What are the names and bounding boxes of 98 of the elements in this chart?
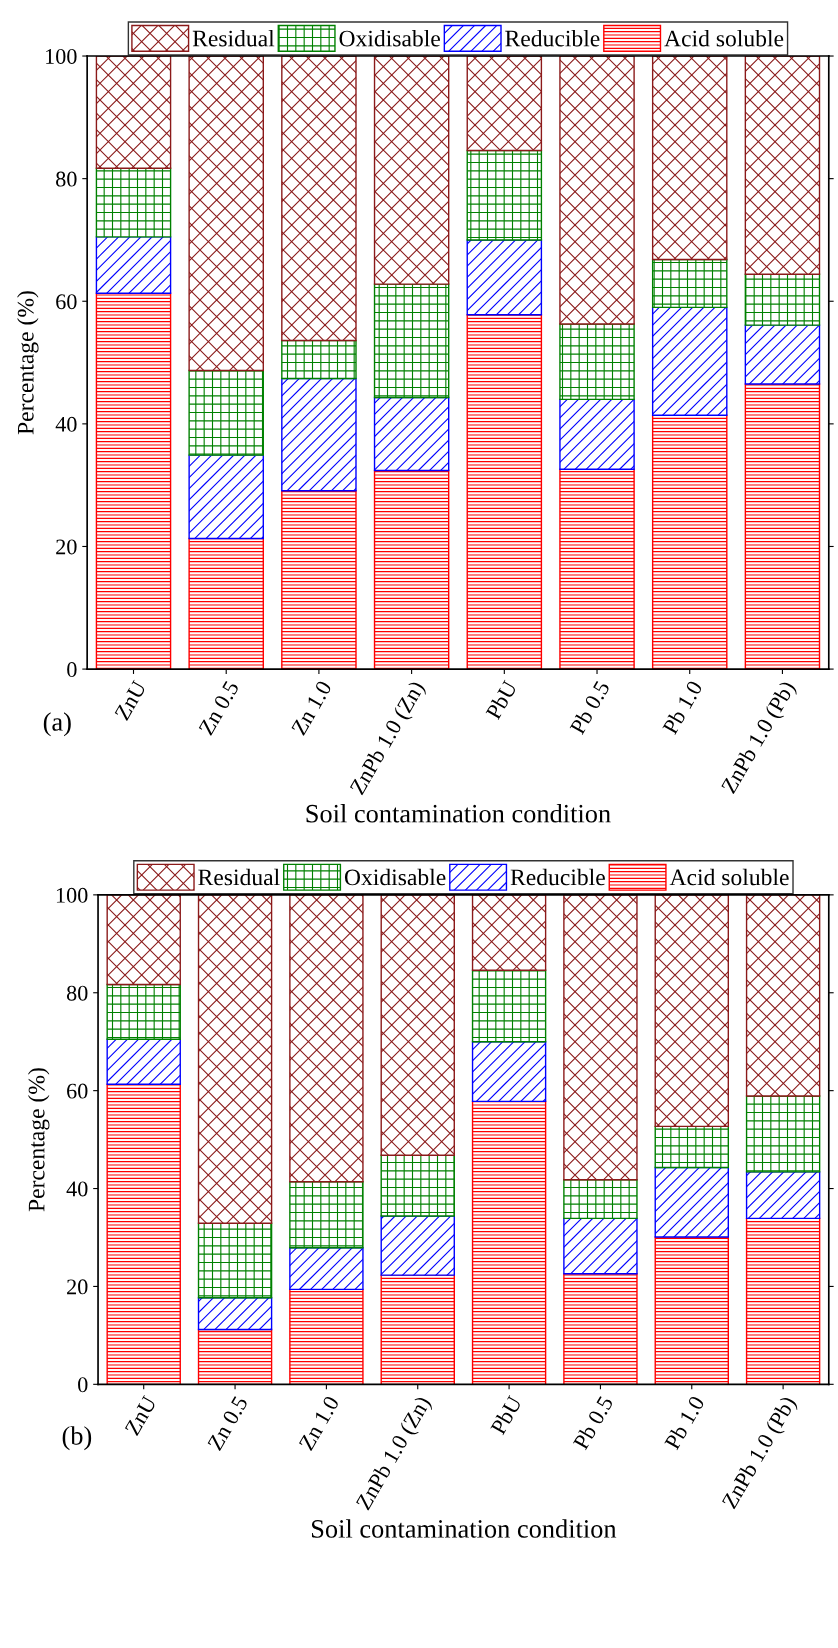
bar <box>466 149 543 241</box>
y-tick-label: 0 <box>78 1377 88 1393</box>
y-tick-label: 20 <box>67 1279 88 1295</box>
x-axis-title: Soil contamination condition <box>306 804 611 823</box>
bar <box>651 414 728 670</box>
bar <box>188 56 264 372</box>
bar <box>95 292 172 670</box>
bar <box>651 258 728 309</box>
bar <box>466 56 543 152</box>
y-tick-label: 60 <box>56 294 77 310</box>
bar <box>380 1154 455 1217</box>
y-axis-title: Percentage (%) <box>17 291 39 435</box>
bar <box>466 239 543 316</box>
bar <box>744 273 821 326</box>
legend-label: Reducible <box>510 868 605 886</box>
bar <box>289 1288 364 1385</box>
y-tick-label: 40 <box>55 416 77 432</box>
legend-label: Residual <box>192 29 275 47</box>
legend-label: Reducible <box>505 29 600 47</box>
x-tick-label: Pb 0.5 <box>572 1394 614 1451</box>
y-tick-label: 60 <box>67 1083 88 1099</box>
bar <box>373 469 450 670</box>
bar <box>745 1095 821 1173</box>
legend-label: Acid soluble <box>669 868 789 886</box>
bar <box>651 306 728 416</box>
bar <box>744 324 821 385</box>
bar <box>654 894 730 1128</box>
bar <box>654 1236 730 1385</box>
bar <box>281 339 357 380</box>
bar <box>289 1180 364 1249</box>
bar <box>563 1273 638 1385</box>
bar <box>289 894 364 1183</box>
bar <box>466 314 543 670</box>
bar <box>95 167 172 238</box>
bar <box>745 1217 821 1385</box>
x-axis-title: Soil contamination condition <box>311 1519 617 1538</box>
bar <box>654 1166 730 1238</box>
bar <box>745 1171 821 1220</box>
bar <box>106 983 181 1040</box>
bar <box>106 894 181 986</box>
legend-label: Residual <box>198 868 280 886</box>
bar <box>373 283 450 399</box>
y-tick-label: 40 <box>66 1181 88 1197</box>
bar <box>744 56 821 275</box>
bar <box>563 894 638 1181</box>
x-tick-label: Pb 1.0 <box>663 1394 705 1451</box>
y-tick-label: 80 <box>56 171 77 187</box>
bar <box>373 396 450 472</box>
x-tick-label: Zn 1.0 <box>298 1395 340 1452</box>
text: (a) <box>43 712 71 737</box>
bar <box>559 56 635 325</box>
bar <box>289 1247 364 1291</box>
bar <box>197 1296 273 1331</box>
bar <box>559 398 635 470</box>
bar <box>197 894 273 1224</box>
bar <box>563 1179 638 1220</box>
bar <box>380 894 455 1156</box>
bar <box>744 383 821 670</box>
bar <box>197 1222 273 1299</box>
x-tick-label: Pb 0.5 <box>568 679 611 736</box>
x-tick-label: Zn 0.5 <box>198 679 240 736</box>
bar <box>373 56 450 285</box>
bar <box>745 894 821 1097</box>
x-tick-label: Pb 1.0 <box>661 679 703 736</box>
bar <box>188 537 264 670</box>
x-tick-label: Zn 1.0 <box>290 679 333 736</box>
legend-label: Oxidisable <box>339 29 440 47</box>
bar <box>471 1100 547 1385</box>
bar <box>471 1041 547 1103</box>
bar <box>471 894 547 971</box>
bar <box>188 454 264 540</box>
bar <box>563 1217 638 1275</box>
bar <box>106 1083 181 1385</box>
bar <box>559 323 635 401</box>
bar <box>106 1038 181 1085</box>
bar <box>281 489 357 670</box>
bar <box>559 468 635 670</box>
y-tick-label: 100 <box>56 887 88 903</box>
y-tick-label: 0 <box>67 662 77 678</box>
bar <box>281 377 357 492</box>
y-tick-label: 20 <box>56 539 77 555</box>
legend-label: Oxidisable <box>344 868 446 886</box>
bar <box>380 1215 455 1276</box>
bar <box>197 1328 273 1385</box>
bar <box>380 1274 455 1385</box>
bar <box>654 1125 730 1169</box>
bar <box>281 56 357 342</box>
bar <box>95 236 172 294</box>
bar <box>651 56 728 261</box>
bar <box>188 369 264 456</box>
x-tick-label: Zn 0.5 <box>207 1395 249 1452</box>
text: (b) <box>62 1426 92 1451</box>
legend-label: Acid soluble <box>664 29 784 47</box>
y-axis-title: Percentage (%) <box>27 1068 50 1212</box>
y-tick-label: 100 <box>46 48 77 64</box>
bar <box>471 969 547 1043</box>
y-tick-label: 80 <box>66 985 88 1001</box>
bar <box>95 56 172 169</box>
